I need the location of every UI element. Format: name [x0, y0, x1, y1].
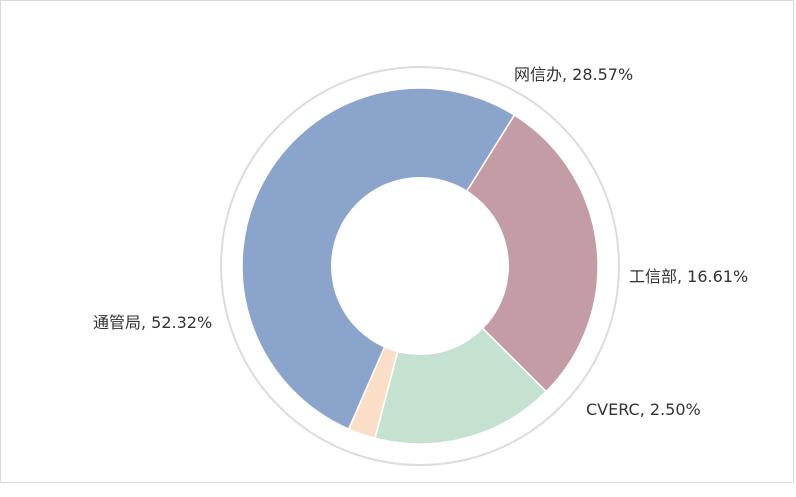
- donut-hole: [331, 177, 509, 355]
- label-tongguanju: 通管局, 52.32%: [93, 313, 212, 332]
- outer-ring: [220, 66, 620, 466]
- donut-chart: 网信办, 28.57% 工信部, 16.61% CVERC, 2.50% 通管局…: [93, 65, 748, 466]
- label-wangxinban: 网信办, 28.57%: [514, 65, 633, 84]
- chart-frame: 网信办, 28.57% 工信部, 16.61% CVERC, 2.50% 通管局…: [0, 0, 794, 483]
- label-gongxinbu: 工信部, 16.61%: [629, 267, 748, 286]
- slice-wangxinban: [419, 114, 599, 393]
- label-cverc: CVERC, 2.50%: [586, 400, 701, 419]
